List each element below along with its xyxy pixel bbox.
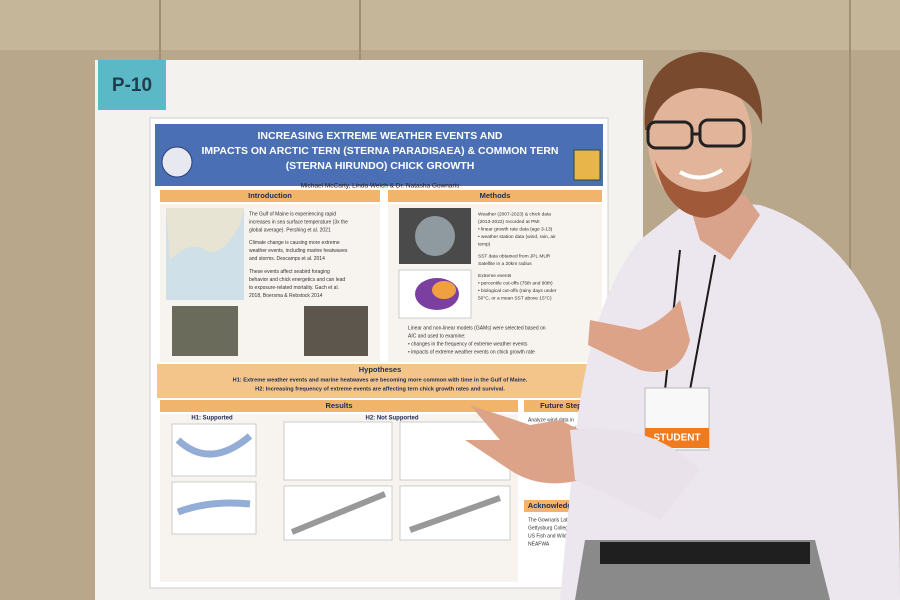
poster-text-line: temp) <box>478 241 491 247</box>
poster-text-line: global average). Pershing et al. 2021 <box>249 227 331 233</box>
photo-chick <box>304 306 368 356</box>
section-heading: Acknowledgements <box>528 501 598 510</box>
poster-text-line: • percentile cut-offs (75th and 90th) <box>478 280 553 286</box>
photo-instrument-part <box>415 216 455 256</box>
poster-text-line: Weather (2007-2023) & chick data <box>478 211 551 217</box>
section-bar <box>160 400 518 412</box>
smile <box>678 168 724 180</box>
poster-text-line: Extreme events <box>478 273 512 279</box>
poster-text-line: Climate change is causing more extreme <box>249 240 340 246</box>
poster-text-line: The Gownaris Lab <box>528 517 569 523</box>
result-plot <box>399 485 511 541</box>
section-bar <box>388 190 602 202</box>
result-plot <box>283 421 393 481</box>
poster-text-line: The Gulf of Maine is experiencing rapid <box>249 211 336 217</box>
college-logo <box>161 146 193 178</box>
poster-text-line: to exposure-related mortality. Gach et a… <box>249 285 339 291</box>
sst-heat <box>432 281 456 299</box>
poster-text-line: (STERNA HIRUNDO) CHICK GROWTH <box>286 160 475 172</box>
hair <box>644 52 763 130</box>
poster-text-line: NEAFWA <box>528 541 550 547</box>
poster-text-line: Satellite in a 20km radius <box>478 261 532 267</box>
poster-authors: Michael McCarty, Linda Welch & Dr. Natas… <box>301 183 460 190</box>
section-heading: Methods <box>480 191 511 200</box>
agency-logo <box>573 149 601 181</box>
poster-text-line: These events affect seabird foraging <box>249 269 330 275</box>
board-label-bg <box>98 60 166 110</box>
poster-text-line: INCREASING EXTREME WEATHER EVENTS AND <box>257 130 502 142</box>
plot-band <box>408 495 502 533</box>
poster-text-line: Gettysburg College X-SIG <box>528 525 586 531</box>
poster-text-line: SST data obtained from JPL MUR <box>478 253 551 259</box>
result-plot <box>171 423 257 477</box>
poster-text-line: • linear growth rate data (age 3-13) <box>478 226 553 232</box>
section-heading: Future Steps <box>540 401 586 410</box>
result-heading: H1: Supported <box>191 416 233 422</box>
poster-text-line: 50°C, or a mean SST above 15°C) <box>478 295 552 301</box>
poster-text-line: • biological cut-offs (rainy days under <box>478 288 557 294</box>
board-label: P-10 <box>112 75 152 96</box>
map-land <box>166 208 244 260</box>
poster-text-line: AIC and used to examine: <box>408 333 466 339</box>
poster-text-line: Linear and non-linear models (GAMs) were… <box>408 325 546 331</box>
plot-band <box>175 433 253 458</box>
poster-text-line: • weather station data (wind, rain, air <box>478 234 556 240</box>
section-heading: Results <box>325 401 352 410</box>
poster-text-line: • impacts of extreme weather events on c… <box>408 349 535 355</box>
poster-text-line: H2: Increasing frequency of extreme even… <box>255 386 505 392</box>
photo-chick <box>172 306 238 356</box>
poster-text-line: and storms. Descamps et al. 2014 <box>249 256 325 262</box>
badge-text: STUDENT <box>653 433 700 444</box>
poster-text-line: weather events, including marine heatwav… <box>249 248 348 254</box>
poster-text-line: IMPACTS ON ARCTIC TERN (STERNA PARADISAE… <box>202 145 559 157</box>
poster-text-line: 2018, Boersma & Rebstock 2014 <box>249 293 323 299</box>
poster-text-line: H1: Extreme weather events and marine he… <box>233 377 528 383</box>
hypotheses-band <box>157 364 603 398</box>
section-bar <box>160 190 380 202</box>
title-band <box>155 124 603 186</box>
section-heading: Introduction <box>248 191 292 200</box>
plot-band <box>176 499 251 516</box>
plot-band <box>290 491 387 535</box>
beard <box>655 158 752 218</box>
sleeve <box>570 428 700 520</box>
poster-text-line: (2013-2022) recorded at PMI <box>478 219 540 225</box>
poster-text-line: behavior and chick energetics and can le… <box>249 277 345 283</box>
result-heading: H2: Not Supported <box>366 416 419 422</box>
hand-left <box>465 405 600 484</box>
wall-panel <box>0 0 900 50</box>
hand-right <box>588 300 690 372</box>
belt <box>600 542 810 564</box>
poster-text-line: increases in sea surface temperature (3x… <box>249 219 348 225</box>
poster-text-line: Analyze wind data in <box>528 417 574 423</box>
poster-text-line: • changes in the frequency of extreme we… <box>408 341 528 347</box>
poster-text-line: US Fish and Wildlife <box>528 533 573 539</box>
section-heading: Hypotheses <box>359 365 402 374</box>
